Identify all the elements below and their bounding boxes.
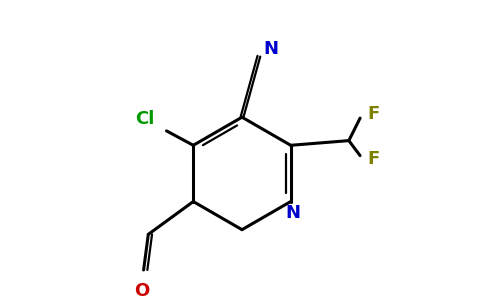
Text: N: N	[285, 204, 300, 222]
Text: O: O	[134, 282, 150, 300]
Text: Cl: Cl	[135, 110, 154, 128]
Text: N: N	[264, 40, 279, 58]
Text: F: F	[367, 150, 380, 168]
Text: F: F	[367, 105, 380, 123]
